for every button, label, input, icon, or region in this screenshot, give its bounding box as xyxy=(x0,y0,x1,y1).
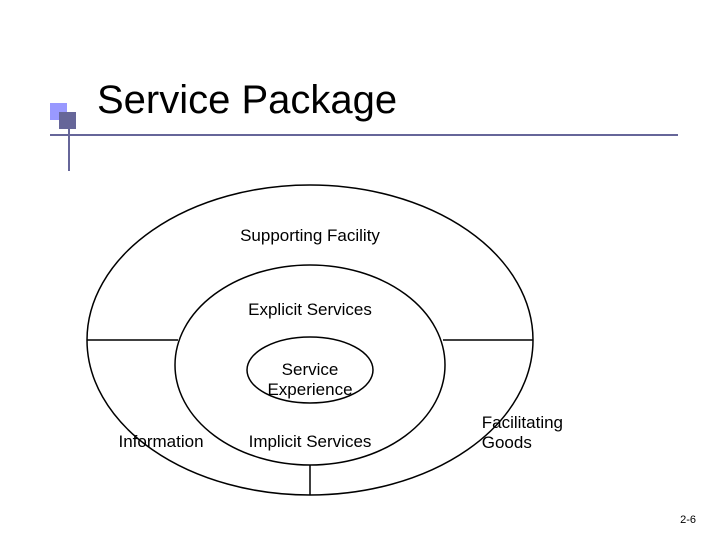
label-supporting-facility: Supporting Facility xyxy=(240,226,380,246)
label-implicit-services: Implicit Services xyxy=(249,432,372,452)
label-service-experience-l1: Service xyxy=(282,360,339,379)
label-facilitating-goods: Facilitating Goods xyxy=(482,413,563,454)
label-service-experience: Service Experience xyxy=(267,360,352,401)
label-service-experience-l2: Experience xyxy=(267,380,352,399)
label-facilitating-goods-l1: Facilitating xyxy=(482,413,563,432)
slide-number: 2-6 xyxy=(680,514,696,526)
label-facilitating-goods-l2: Goods xyxy=(482,433,532,452)
label-explicit-services: Explicit Services xyxy=(248,300,372,320)
service-package-diagram xyxy=(0,0,720,540)
label-information: Information xyxy=(118,432,203,452)
